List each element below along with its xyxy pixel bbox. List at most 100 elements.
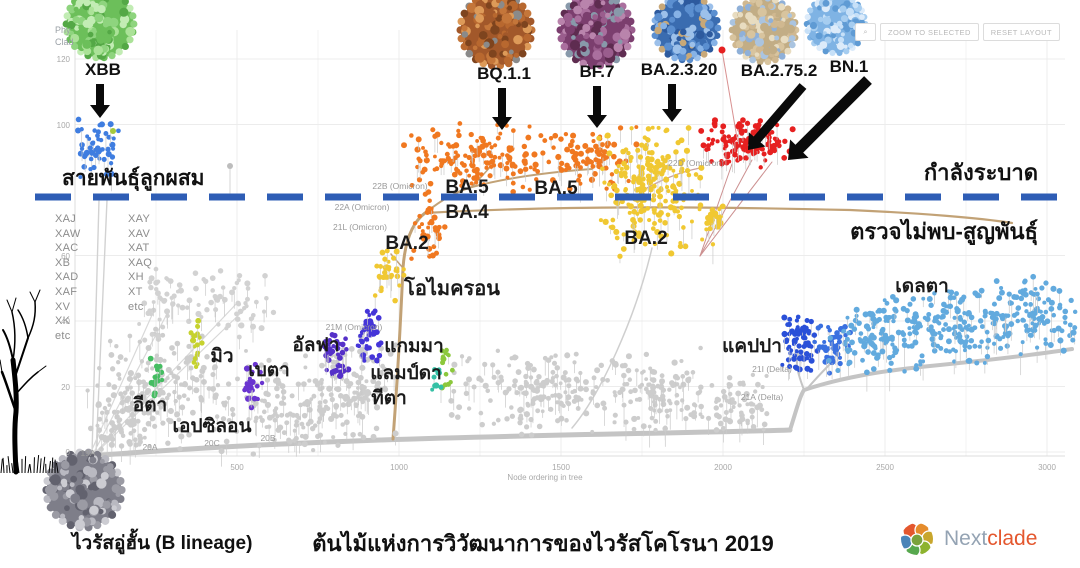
variant-label-10: เอปซิลอน <box>172 416 252 437</box>
y-tick-100: 100 <box>56 120 70 130</box>
y-tick-120: 120 <box>56 55 70 64</box>
variant-label-12: แลมป์ดา <box>370 363 442 384</box>
recombinant-clade: XAC <box>55 242 79 255</box>
callout-label-ba2320: BA.2.3.20 <box>640 60 718 79</box>
recombinant-clade: XAF <box>55 285 78 298</box>
clade-annotation-6: 21A (Delta) <box>740 392 784 402</box>
variant-label-15: เดลตา <box>895 276 949 297</box>
cluster-eta-green <box>147 355 165 406</box>
high-red-dot <box>718 46 726 54</box>
recombinant-clade: XAJ <box>55 213 77 225</box>
callout-arrow <box>587 86 607 128</box>
cluster-gray-recomb-2 <box>137 266 186 357</box>
reset-layout-button[interactable]: RESET LAYOUT <box>982 23 1060 41</box>
callout-label-bn1: BN.1 <box>829 57 869 76</box>
status-extinct: ตรวจไม่พบ-สูญพันธุ์ <box>850 219 1038 244</box>
callout-arrow <box>662 84 682 122</box>
variant-label-7: อัลฟา <box>292 335 340 356</box>
variant-label-2: BA.4 <box>445 202 489 223</box>
cluster-beta-purple <box>242 361 265 418</box>
x-tick-3000: 3000 <box>1038 463 1056 472</box>
cluster-gray-recomb-1 <box>185 268 277 350</box>
callout-label-bf7: BF.7 <box>579 62 615 81</box>
y-tick-40: 40 <box>61 317 70 326</box>
bf7-virus-icon <box>556 0 636 70</box>
wuhan-virus-label: ไวรัสอู่ฮั้น (B lineage) <box>72 533 253 554</box>
variant-label-4: BA.2 <box>624 228 668 249</box>
clade-annotation-10: 19A <box>80 448 96 458</box>
cluster-lambda-green <box>438 347 455 403</box>
x-tick-2500: 2500 <box>876 463 894 472</box>
recombinant-clade-list-2: XAY XAV XAT XAQ XH XT etc <box>128 212 152 314</box>
x-axis-title: Node ordering in tree <box>507 473 583 482</box>
cluster-mu-yellowgreen <box>188 317 205 369</box>
callout-arrow <box>492 88 512 130</box>
cluster-kappa-blue-dark <box>780 314 821 381</box>
xbb-green-dot <box>110 128 116 134</box>
recombinant-clade: XAW <box>55 227 81 240</box>
cluster-ba2-yellow-mid <box>596 125 705 264</box>
cluster-gray-bg-5 <box>598 345 712 448</box>
recombinant-clade: XAY <box>128 213 151 225</box>
clade-annotation-4: 21M (Omicron) <box>325 322 383 332</box>
toolbar: ⌕ ZOOM TO SELECTED RESET LAYOUT <box>855 23 1060 41</box>
bq11-virus-icon <box>456 0 536 70</box>
cluster-delta-lightblue-3 <box>985 273 1078 376</box>
cluster-ba2-yellow-low <box>372 248 407 309</box>
ba2320-virus-icon <box>650 0 722 64</box>
page-title: ต้นไม้แห่งการวิวัฒนาการของไวรัสโคโรนา 20… <box>312 531 774 556</box>
variant-label-13: ทีตา <box>371 388 407 409</box>
status-currently-spreading: กำลังระบาด <box>923 160 1038 185</box>
bn1-virus-icon <box>803 0 869 57</box>
variant-label-9: อีตา <box>132 395 168 416</box>
variant-label-1: BA.5 <box>534 178 578 199</box>
search-icon[interactable]: ⌕ <box>855 23 876 41</box>
cluster-alpha-purple <box>321 332 352 395</box>
recombinant-clade: XH <box>128 271 144 284</box>
variant-label-5: โอไมครอน <box>404 278 500 300</box>
clade-annotation-9: 20B <box>260 433 276 443</box>
variant-label-3: BA.2 <box>385 233 429 254</box>
clade-annotation-8: 20C <box>204 438 220 448</box>
stray-gray-dot <box>227 163 233 169</box>
cluster-bq11-ba5-orange <box>401 121 556 196</box>
x-tick-1000: 1000 <box>390 463 408 472</box>
cluster-ba4-orange-low <box>409 189 448 261</box>
zoom-to-selected-button[interactable]: ZOOM TO SELECTED <box>879 23 979 41</box>
cluster-gray-bg-6 <box>709 372 770 445</box>
wuhan-virus-icon <box>42 448 126 532</box>
recombinant-clade: XT <box>128 285 143 298</box>
x-tick-2000: 2000 <box>714 463 732 472</box>
cluster-gray-bg-2 <box>234 353 371 458</box>
callout-label-ba2752: BA.2.75.2 <box>740 61 818 80</box>
cluster-delta-lightblue-2 <box>904 287 1013 381</box>
tree-silhouette-image <box>0 289 59 475</box>
clade-annotation-2: 21L (Omicron) <box>332 222 388 232</box>
cluster-gray-bg-7 <box>85 388 152 467</box>
recombinant-clade-list-1: XAJ XAW XAC XB XAD XAF XV XK etc <box>55 212 81 343</box>
callout-arrow <box>748 83 807 150</box>
variant-label-11: แกมมา <box>384 336 444 357</box>
recombinant-lineages-label: สายพันธุ์ลูกผสม <box>62 167 205 190</box>
recombinant-clade: etc <box>55 329 71 342</box>
nextclade-logo: Nextclade <box>898 520 1037 558</box>
recombinant-clade: XB <box>55 256 71 269</box>
recombinant-clade: etc <box>128 300 144 313</box>
clade-annotation-5: 21I (Delta) <box>752 364 792 374</box>
callout-arrow <box>788 76 872 160</box>
recombinant-clade: XK <box>55 315 71 328</box>
y-tick-0: 0 <box>65 448 70 457</box>
panel-partial-text: Phy Clad <box>55 25 74 47</box>
cluster-ba2-yellow-small <box>697 202 726 265</box>
variant-label-6: มิว <box>210 346 234 367</box>
variant-label-8: เบตา <box>248 360 290 381</box>
clade-annotation-0: 22B (Omicron) <box>372 181 428 191</box>
recombinant-clade: XAD <box>55 271 79 284</box>
variant-label-0: BA.5 <box>445 177 489 198</box>
y-tick-60: 60 <box>61 251 70 261</box>
cluster-gamma-purple <box>355 308 384 367</box>
nextclade-logo-text: Nextclade <box>944 527 1038 550</box>
recombinant-clade: XAT <box>128 242 150 255</box>
variant-label-14: แคปปา <box>722 336 782 357</box>
